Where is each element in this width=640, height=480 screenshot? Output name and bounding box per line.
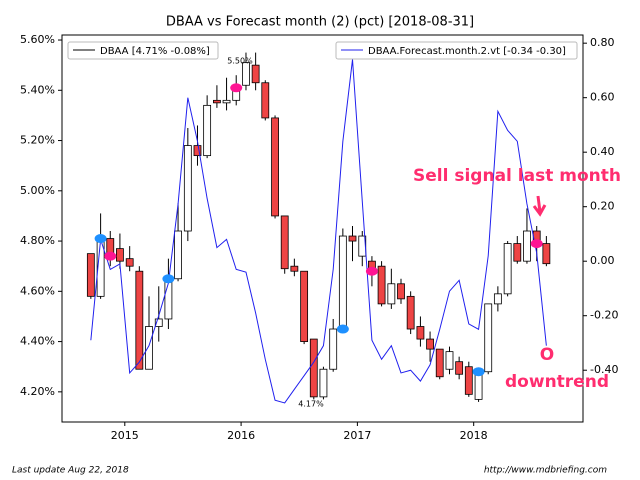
annotation: O: [540, 345, 554, 365]
candle-body: [503, 243, 512, 295]
candle-body: [154, 318, 163, 327]
candle-body: [86, 253, 95, 297]
candle-body: [319, 368, 328, 398]
candle-body: [193, 145, 202, 157]
y2-tick-label: 0.60: [590, 91, 615, 104]
signal-marker: [365, 266, 378, 276]
candle-body: [484, 303, 493, 373]
signal-marker: [230, 83, 243, 93]
x-tick-label: 2017: [343, 429, 371, 442]
forecast-line: [90, 59, 547, 404]
candle-body: [164, 278, 173, 320]
candle-body: [271, 117, 279, 217]
footer-right: http://www.mdbriefing.com: [484, 466, 607, 476]
x-tick-label: 2018: [460, 429, 488, 442]
candle-body: [426, 338, 434, 350]
chart-title: DBAA vs Forecast month (2) (pct) [2018-0…: [166, 15, 474, 30]
y-tick-label: 5.20%: [20, 134, 55, 147]
candle-body: [251, 64, 260, 84]
signal-marker: [162, 274, 175, 284]
candle-body: [329, 328, 338, 370]
candle-body: [523, 230, 531, 262]
candle-body: [406, 295, 415, 330]
annotation: Sell signal last month: [413, 166, 621, 186]
candle-body: [397, 283, 405, 300]
annotation: 4.17%: [298, 400, 324, 409]
legend-box: [335, 41, 578, 60]
candle-body: [464, 366, 473, 395]
candle-body: [203, 104, 212, 157]
candle-body: [338, 235, 347, 330]
candle-body: [455, 361, 464, 375]
y-tick-label: 5.00%: [20, 184, 55, 197]
y2-tick-label: 0.80: [590, 36, 615, 49]
y-tick-label: 4.40%: [20, 335, 55, 348]
y-tick-label: 4.80%: [20, 234, 55, 247]
candle-body: [174, 230, 182, 280]
legend-box: [67, 41, 219, 60]
legend-label: DBAA [4.71% -0.08%]: [100, 46, 210, 57]
candle-body: [242, 62, 250, 86]
x-tick-label: 2015: [111, 429, 139, 442]
candle-body: [542, 243, 551, 265]
y2-tick-label: 0.20: [590, 200, 615, 213]
y-tick-label: 4.60%: [20, 284, 55, 297]
marks: [86, 52, 551, 404]
y2-tick-label: 0.40: [590, 145, 615, 158]
annotation: 5.50%: [227, 57, 253, 66]
y-tick-label: 5.40%: [20, 83, 55, 96]
candle-body: [222, 99, 231, 104]
candle-body: [435, 348, 444, 378]
signal-marker: [104, 251, 117, 261]
candle-body: [213, 99, 221, 104]
annotation: downtrend: [505, 372, 609, 392]
candle-body: [513, 243, 522, 262]
candle-body: [445, 351, 454, 370]
signal-marker: [94, 234, 107, 244]
legend-label: DBAA.Forecast.month.2.vt [-0.34 -0.30]: [368, 46, 566, 57]
candle-body: [348, 235, 357, 242]
candle-body: [416, 326, 425, 340]
y-tick-label: 5.60%: [20, 33, 55, 46]
candle-body: [183, 145, 192, 232]
candle-body: [145, 326, 153, 370]
x-tick-label: 2016: [227, 429, 255, 442]
candle-body: [280, 215, 289, 270]
signal-marker: [472, 367, 485, 377]
candle-body: [309, 338, 318, 398]
candle-body: [135, 270, 144, 370]
candle-body: [387, 283, 396, 305]
candle-body: [125, 258, 134, 267]
candle-body: [261, 82, 270, 119]
signal-marker: [530, 239, 543, 249]
y2-tick-label: -0.20: [590, 309, 618, 322]
candle-body: [493, 293, 502, 305]
candle-body: [377, 265, 386, 305]
footer-left: Last update Aug 22, 2018: [12, 466, 129, 476]
signal-marker: [336, 324, 349, 334]
y2-tick-label: 0.00: [590, 254, 615, 267]
signal-arrow: [532, 195, 547, 217]
candle-body: [300, 270, 309, 342]
candle-body: [116, 248, 124, 262]
candle-body: [290, 265, 299, 272]
y-tick-label: 4.20%: [20, 385, 55, 398]
y2-tick-label: -0.40: [590, 363, 618, 376]
